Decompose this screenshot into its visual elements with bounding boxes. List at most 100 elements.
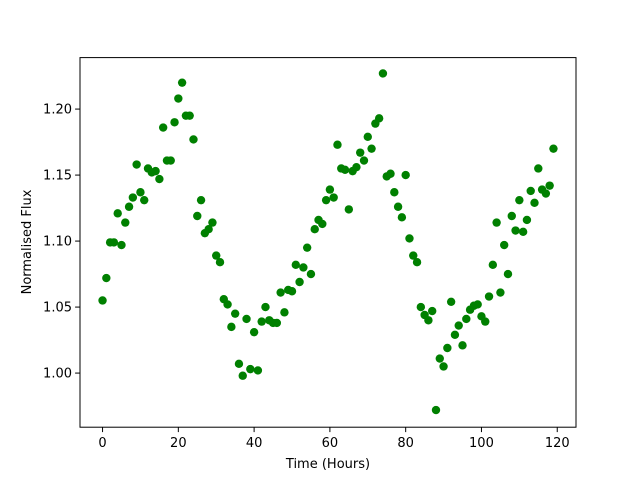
point — [511, 226, 520, 235]
point — [374, 114, 384, 123]
point — [272, 318, 282, 328]
point — [246, 364, 255, 374]
point — [386, 169, 395, 178]
point — [530, 198, 539, 207]
point — [117, 240, 126, 250]
point — [261, 302, 270, 312]
point — [390, 188, 399, 197]
point — [428, 306, 437, 316]
point — [488, 260, 498, 270]
point — [435, 354, 444, 363]
point — [352, 162, 361, 172]
point — [170, 118, 179, 127]
point — [276, 288, 285, 297]
point — [215, 258, 225, 267]
point — [242, 314, 251, 324]
point — [193, 211, 202, 221]
point — [359, 156, 369, 165]
axes-frame — [79, 57, 577, 428]
point — [496, 288, 505, 297]
point — [344, 205, 354, 214]
point — [102, 273, 111, 283]
point — [412, 258, 422, 267]
point — [545, 181, 554, 190]
point — [499, 240, 509, 250]
point — [431, 405, 441, 415]
point — [155, 174, 164, 184]
point — [238, 371, 247, 380]
point — [356, 148, 365, 157]
point — [462, 314, 471, 324]
point — [302, 243, 312, 252]
point — [439, 362, 448, 371]
point — [151, 166, 160, 176]
point — [208, 218, 217, 227]
point — [405, 234, 414, 243]
x-tick-label: 100 — [469, 436, 494, 451]
x-tick-label: 20 — [170, 436, 187, 451]
y-tick-label: 1.15 — [43, 169, 72, 184]
point — [393, 202, 403, 211]
point — [318, 219, 327, 229]
point — [185, 111, 194, 120]
point — [158, 123, 168, 132]
point — [227, 322, 236, 332]
point — [416, 302, 426, 312]
point — [306, 269, 316, 279]
point — [397, 213, 407, 222]
point — [340, 165, 350, 174]
point — [484, 292, 494, 301]
point — [280, 308, 289, 317]
y-tick-label: 1.10 — [43, 235, 72, 250]
point — [321, 195, 331, 205]
y-tick-label: 1.20 — [43, 103, 72, 118]
point — [287, 287, 297, 296]
point — [295, 277, 304, 287]
point — [333, 140, 342, 149]
point — [136, 188, 145, 197]
point — [522, 215, 532, 225]
point — [196, 195, 206, 205]
point — [121, 218, 130, 227]
point — [174, 94, 183, 103]
point — [109, 238, 119, 247]
point — [367, 144, 376, 153]
point — [189, 135, 198, 144]
point — [257, 317, 266, 326]
point — [234, 359, 244, 369]
point — [458, 341, 467, 350]
point — [401, 170, 410, 180]
x-axis-label: Time (Hours) — [285, 457, 370, 472]
point — [492, 218, 501, 227]
y-tick-label: 1.05 — [43, 301, 72, 316]
point — [212, 251, 221, 260]
point — [503, 269, 513, 279]
point — [166, 156, 175, 165]
point — [124, 202, 134, 211]
point — [177, 78, 187, 87]
point — [291, 260, 300, 270]
point — [454, 321, 463, 330]
point — [299, 263, 308, 272]
point — [549, 144, 558, 153]
x-tick-label: 80 — [397, 436, 414, 451]
y-axis-label: Normalised Flux — [20, 189, 35, 294]
point — [204, 225, 213, 234]
point — [113, 209, 122, 218]
point — [329, 193, 338, 202]
point — [249, 327, 259, 337]
x-tick-label: 0 — [98, 436, 106, 451]
point — [534, 164, 543, 173]
point — [378, 69, 388, 78]
point — [515, 195, 524, 205]
point — [526, 186, 535, 196]
point — [253, 366, 263, 375]
point — [443, 343, 452, 353]
point — [450, 330, 460, 339]
point — [132, 160, 141, 169]
point — [424, 316, 433, 325]
x-tick-label: 120 — [545, 436, 570, 451]
point — [541, 189, 551, 198]
point — [128, 193, 138, 202]
